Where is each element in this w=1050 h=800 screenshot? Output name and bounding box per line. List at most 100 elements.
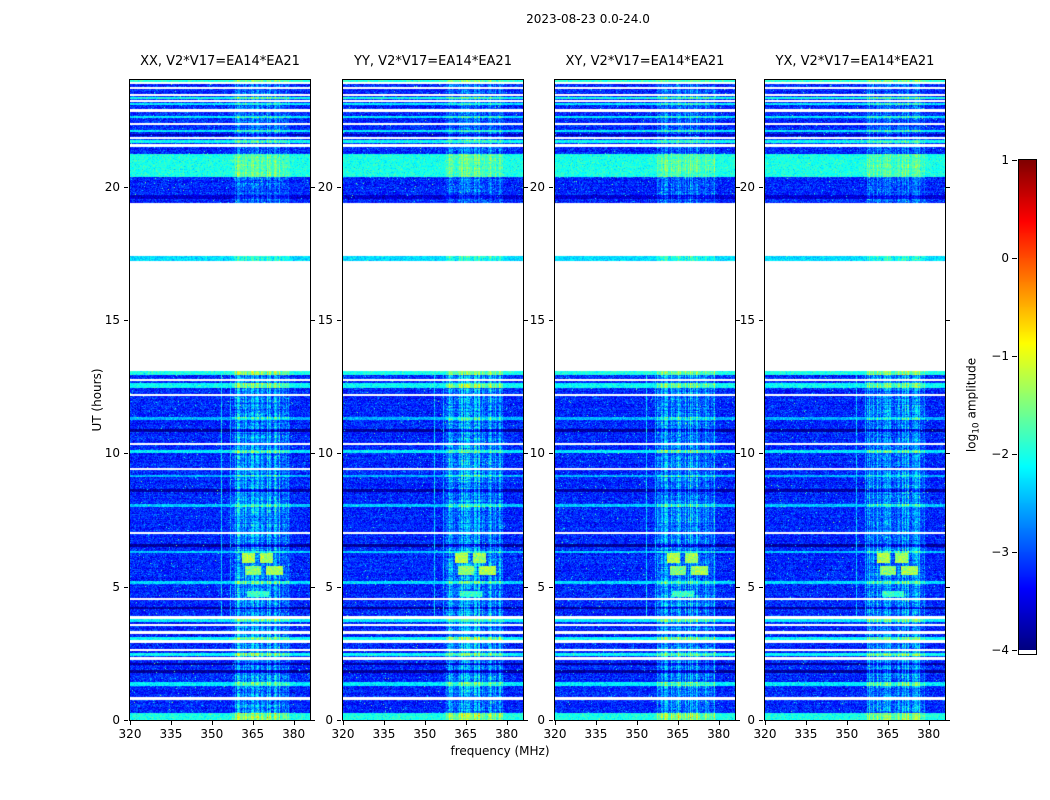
x-tick-label: 320	[753, 727, 777, 741]
colorbar-tick-label: −3	[991, 545, 1009, 559]
y-tick-right	[946, 320, 950, 321]
y-tick-label: 20	[739, 179, 755, 194]
y-tick	[337, 453, 341, 455]
y-tick-label: 15	[529, 313, 545, 327]
y-tick	[759, 186, 763, 188]
y-tick-right	[311, 320, 315, 321]
x-tick	[805, 721, 807, 725]
y-tick	[549, 586, 553, 588]
x-axis-label: frequency (MHz)	[450, 744, 550, 758]
y-tick	[124, 186, 128, 188]
y-tick-label: 15	[104, 313, 120, 327]
y-tick	[124, 586, 128, 588]
y-tick-right	[311, 453, 315, 455]
x-tick	[928, 721, 930, 725]
panel-title-2: YY, V2*V17=EA14*EA21	[354, 54, 512, 69]
y-tick-right	[311, 186, 315, 188]
x-tick	[211, 721, 213, 725]
y-tick-label: 0	[537, 713, 545, 727]
heatmap-canvas-2	[343, 80, 523, 720]
x-tick-label: 365	[876, 727, 900, 741]
x-tick-label: 365	[454, 727, 478, 741]
y-tick	[124, 720, 128, 721]
x-tick	[293, 721, 295, 725]
colorbar-tick-label: −2	[991, 447, 1009, 461]
colorbar-label-sub: 10	[971, 422, 982, 434]
x-tick	[765, 721, 766, 725]
x-tick-label: 320	[543, 727, 567, 741]
x-tick	[595, 721, 597, 725]
heatmap-canvas-4	[765, 80, 945, 720]
x-tick-label: 380	[495, 727, 519, 741]
y-tick	[549, 720, 553, 721]
y-tick	[337, 186, 341, 188]
colorbar-tick-label: 1	[1001, 153, 1009, 167]
y-tick-label: 5	[112, 579, 120, 594]
x-tick-label: 380	[707, 727, 731, 741]
x-tick	[343, 721, 344, 725]
panel-plot-3	[554, 79, 736, 721]
y-tick-right	[524, 453, 528, 455]
panel-plot-2	[342, 79, 524, 721]
colorbar-tick	[1012, 454, 1017, 455]
x-tick	[555, 721, 556, 725]
x-tick	[677, 721, 679, 725]
y-tick-right	[736, 186, 740, 188]
x-tick	[130, 721, 131, 725]
y-tick-right	[524, 586, 528, 588]
panel-title-4: YX, V2*V17=EA14*EA21	[775, 54, 935, 69]
x-tick-label: 350	[835, 727, 859, 741]
x-tick-label: 350	[625, 727, 649, 741]
y-tick-label: 0	[112, 713, 120, 727]
y-tick-right	[736, 320, 740, 321]
y-tick	[759, 320, 763, 321]
y-tick	[759, 720, 763, 721]
panel-title-3: XY, V2*V17=EA14*EA21	[565, 54, 725, 69]
x-tick	[506, 721, 508, 725]
y-tick-right	[736, 720, 740, 721]
x-tick-label: 320	[118, 727, 142, 741]
y-tick-right	[946, 720, 950, 721]
x-tick	[636, 721, 638, 725]
y-tick-right	[946, 453, 950, 455]
y-tick-label: 0	[325, 713, 333, 727]
y-tick-label: 5	[537, 579, 545, 594]
y-tick-right	[736, 586, 740, 588]
y-tick-label: 10	[739, 446, 755, 461]
y-tick	[337, 586, 341, 588]
y-tick-right	[524, 720, 528, 721]
y-tick-label: 5	[747, 579, 755, 594]
x-tick-label: 350	[200, 727, 224, 741]
y-tick-right	[311, 586, 315, 588]
y-tick-label: 20	[529, 179, 545, 194]
y-tick-label: 5	[325, 579, 333, 594]
y-tick-right	[524, 320, 528, 321]
colorbar-tick	[1012, 160, 1017, 161]
colorbar-tick-label: −4	[991, 643, 1009, 657]
y-tick-right	[946, 586, 950, 588]
y-tick-label: 0	[747, 713, 755, 727]
y-tick	[549, 320, 553, 321]
x-tick-label: 365	[241, 727, 265, 741]
x-tick-label: 365	[666, 727, 690, 741]
y-tick	[549, 453, 553, 455]
y-tick	[124, 320, 128, 321]
panel-plot-1	[129, 79, 311, 721]
heatmap-canvas-3	[555, 80, 735, 720]
y-tick-label: 10	[104, 446, 120, 461]
colorbar-tick	[1012, 356, 1017, 357]
x-tick	[252, 721, 254, 725]
x-tick	[170, 721, 172, 725]
y-tick	[124, 453, 128, 455]
y-tick-label: 20	[104, 179, 120, 194]
colorbar	[1018, 159, 1037, 655]
x-tick-label: 380	[282, 727, 306, 741]
figure-title: 2023-08-23 0.0-24.0	[526, 12, 650, 26]
colorbar-gradient	[1019, 160, 1036, 650]
x-tick	[718, 721, 720, 725]
x-tick-label: 350	[413, 727, 437, 741]
colorbar-tick-label: −1	[991, 349, 1009, 363]
y-tick-label: 20	[317, 179, 333, 194]
panel-title-1: XX, V2*V17=EA14*EA21	[140, 54, 300, 69]
